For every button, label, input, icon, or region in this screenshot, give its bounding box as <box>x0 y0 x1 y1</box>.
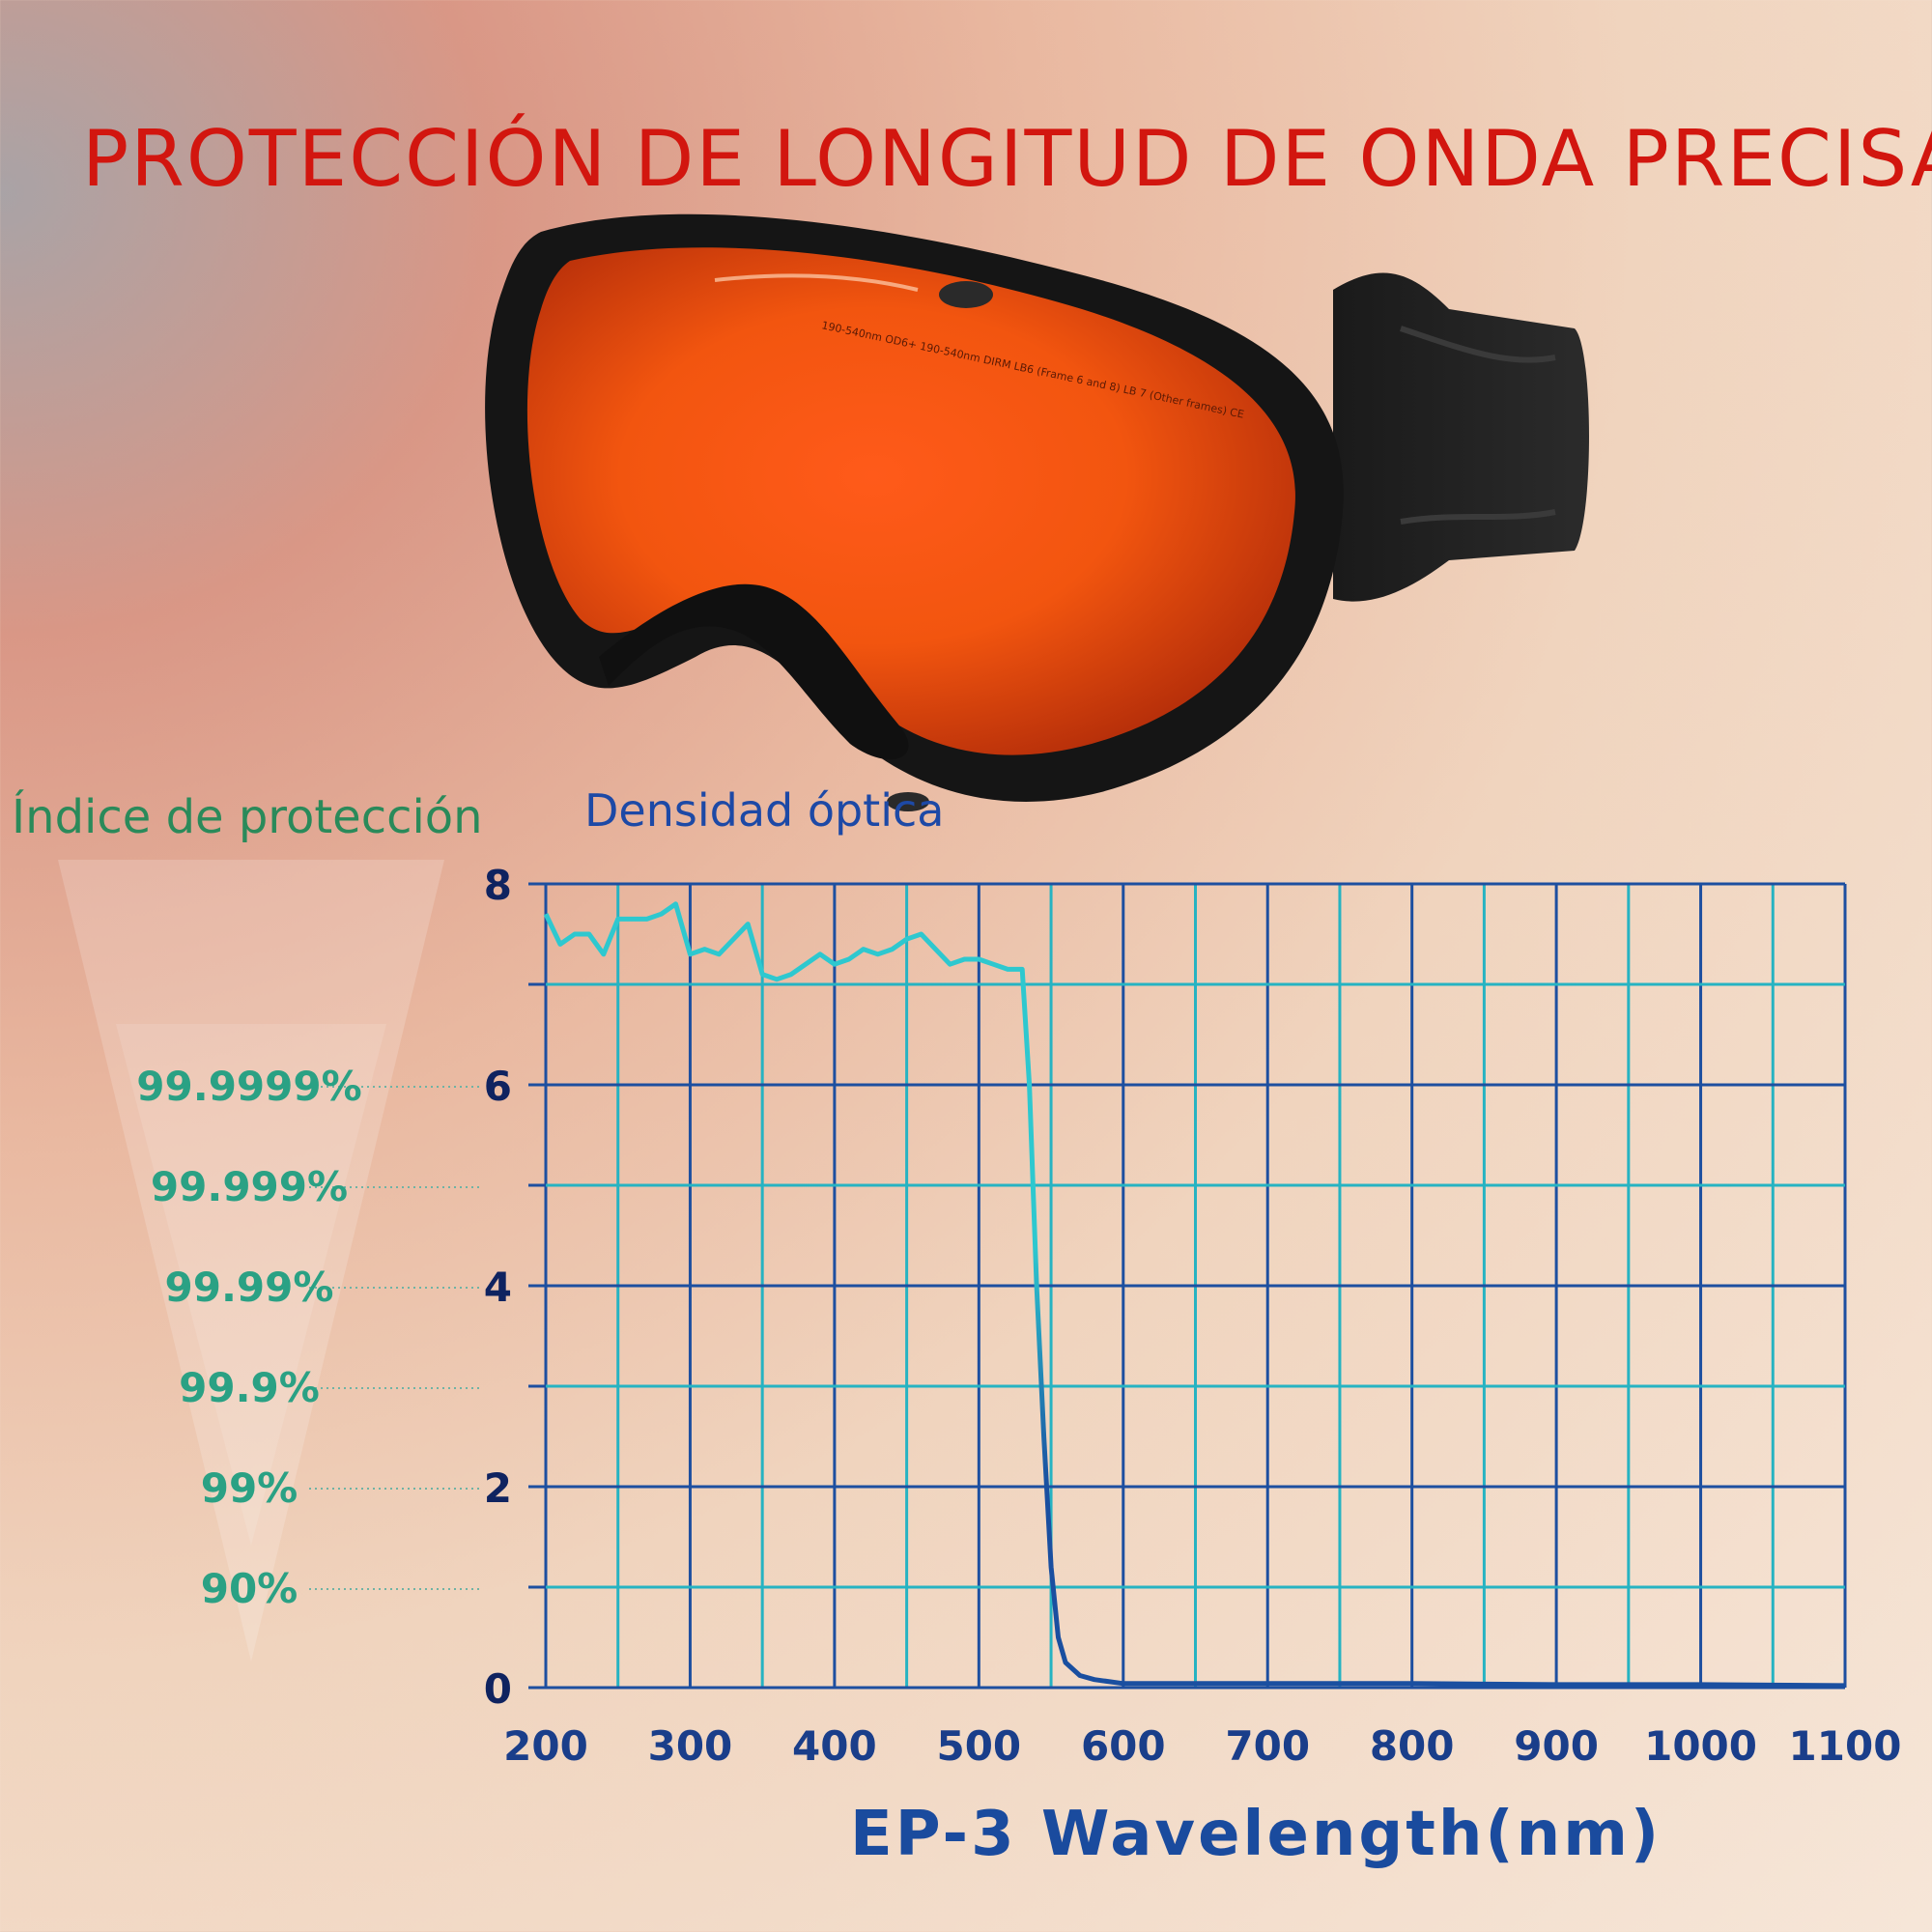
x-tick-label: 1000 <box>1644 1722 1757 1770</box>
funnel-inner-shape <box>116 1024 386 1546</box>
protection-level-label: 99.999% <box>151 1163 348 1210</box>
y-tick-label: 0 <box>484 1665 512 1713</box>
x-tick-label: 600 <box>1081 1722 1166 1770</box>
x-tick-label: 300 <box>648 1722 733 1770</box>
od-curve <box>543 901 1846 1689</box>
protection-level-label: 99.9999% <box>136 1063 361 1110</box>
laser-goggles-image: 190-540nm OD6+ 190-540nm DIRM LB6 (Frame… <box>485 213 1589 811</box>
y-tick-labels: 0 2 4 6 8 <box>484 862 512 1713</box>
protection-level-label: 99% <box>201 1464 298 1512</box>
y-tick-label: 4 <box>484 1264 512 1311</box>
chart-grid <box>528 882 1847 1690</box>
protection-level-label: 99.99% <box>165 1264 334 1311</box>
x-axis-title: EP-3 Wavelength(nm) <box>850 1799 1662 1870</box>
funnel-shape <box>58 860 444 1662</box>
x-tick-label: 900 <box>1514 1722 1599 1770</box>
x-tick-label: 1100 <box>1789 1722 1902 1770</box>
protection-level-label: 90% <box>201 1565 298 1612</box>
protection-index-funnel <box>58 860 444 1662</box>
page-title: PROTECCIÓN DE LONGITUD DE ONDA PRECISA <box>82 114 1932 204</box>
series-line <box>543 901 1846 1689</box>
y-tick-label: 6 <box>484 1063 512 1110</box>
x-tick-label: 200 <box>503 1722 588 1770</box>
x-tick-label: 400 <box>792 1722 877 1770</box>
y-tick-label: 2 <box>484 1464 512 1512</box>
x-tick-label: 800 <box>1370 1722 1455 1770</box>
x-tick-label: 500 <box>936 1722 1021 1770</box>
x-tick-labels: 200 300 400 500 600 700 800 900 1000 1100 <box>503 1722 1901 1770</box>
y-axis-title: Densidad óptica <box>584 784 945 837</box>
x-tick-label: 700 <box>1225 1722 1310 1770</box>
protection-index-title: Índice de protección <box>12 790 483 844</box>
protection-level-label: 99.9% <box>179 1364 320 1411</box>
protection-levels: 99.9999% 99.999% 99.99% 99.9% 99% 90% <box>136 1063 483 1612</box>
y-tick-label: 8 <box>484 862 512 909</box>
